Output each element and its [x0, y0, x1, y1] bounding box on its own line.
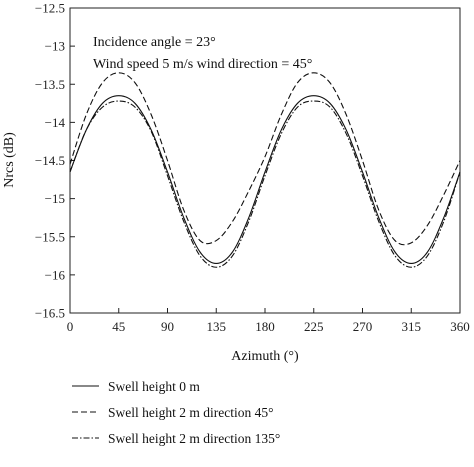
x-tick-label: 225 — [304, 319, 324, 334]
legend-label-2: Swell height 2 m direction 135° — [108, 431, 280, 446]
x-tick-label: 135 — [207, 319, 227, 334]
x-tick-label: 0 — [67, 319, 74, 334]
x-tick-label: 270 — [353, 319, 373, 334]
y-tick-label: −14 — [45, 115, 66, 130]
y-tick-label: −12.5 — [35, 1, 65, 16]
y-tick-label: −14.5 — [35, 153, 65, 168]
y-axis-title: Nrcs (dB) — [2, 132, 17, 188]
y-tick-label: −13.5 — [35, 77, 65, 92]
x-tick-label: 180 — [255, 319, 275, 334]
y-tick-label: −16.5 — [35, 306, 65, 321]
plot-frame — [69, 7, 461, 314]
y-tick-label: −16 — [45, 267, 66, 282]
x-tick-label: 360 — [450, 319, 470, 334]
legend: Swell height 0 m Swell height 2 m direct… — [72, 379, 280, 446]
y-tick-label: −15 — [45, 191, 65, 206]
axis-ticks: 0 45 90 135 180 225 270 315 360 −12.5 −13 −13.5 −14 −… — [35, 1, 470, 335]
legend-label-1: Swell height 2 m direction 45° — [108, 405, 274, 420]
annotation-wind: Wind speed 5 m/s wind direction = 45° — [93, 57, 312, 72]
y-tick-label: −15.5 — [35, 229, 65, 244]
x-tick-label: 45 — [112, 319, 125, 334]
series-line-2 — [69, 100, 461, 268]
series-line-0 — [69, 95, 461, 264]
x-tick-label: 90 — [161, 319, 174, 334]
series-line-1 — [69, 72, 461, 246]
series-lines — [69, 72, 461, 268]
legend-label-0: Swell height 0 m — [108, 379, 200, 394]
x-tick-label: 315 — [402, 319, 422, 334]
y-tick-label: −13 — [45, 39, 65, 54]
x-axis-title: Azimuth (°) — [231, 349, 299, 364]
annotation-incidence: Incidence angle = 23° — [93, 35, 216, 50]
